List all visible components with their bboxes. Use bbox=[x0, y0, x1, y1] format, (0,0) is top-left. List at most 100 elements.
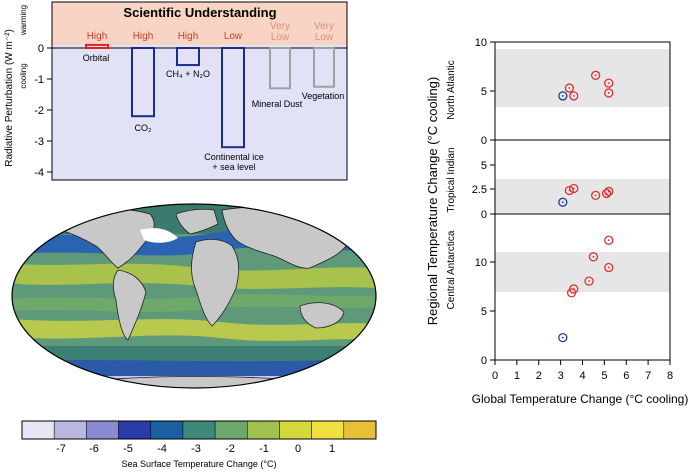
a-ytick-label: -4 bbox=[34, 167, 44, 179]
bar-5 bbox=[313, 47, 335, 88]
colorbar-frame bbox=[21, 420, 377, 440]
category-label-co2: CO₂ bbox=[135, 123, 153, 133]
colorbar-label: Sea Surface Temperature Change (°C) bbox=[121, 459, 276, 469]
category-label-orbital: Orbital bbox=[83, 53, 110, 63]
point-model-center bbox=[607, 266, 610, 269]
point-model bbox=[569, 91, 579, 101]
c-ytick-label: 10 bbox=[475, 257, 487, 269]
colorbar-swatch bbox=[214, 420, 248, 440]
colorbar-tick-label: -4 bbox=[157, 443, 167, 455]
a-ytick-label: -3 bbox=[34, 136, 44, 148]
point-model bbox=[588, 252, 599, 262]
c-xtick-label: 0 bbox=[492, 370, 498, 382]
colorbar-swatch bbox=[247, 420, 280, 440]
panel-c-y-axis: 10 5 0 5 2.5 0 10 5 0 bbox=[472, 37, 495, 367]
category-label-vegetation: Vegetation bbox=[302, 91, 345, 101]
point-reference-center bbox=[561, 336, 564, 339]
point-reference bbox=[558, 91, 568, 101]
bar-0 bbox=[85, 43, 109, 50]
land-greenland bbox=[175, 208, 219, 235]
point-model bbox=[601, 188, 612, 199]
map-content bbox=[12, 204, 376, 388]
c-xtick-label: 8 bbox=[667, 370, 673, 382]
c-xtick-label: 2 bbox=[536, 370, 542, 382]
a-ytick-label: -1 bbox=[34, 74, 44, 86]
point-model-center bbox=[607, 92, 610, 94]
understanding-label: High bbox=[178, 31, 199, 42]
colorbar-swatch bbox=[150, 420, 184, 440]
c-ytick-label: 0 bbox=[481, 209, 487, 221]
land-antarctica bbox=[59, 376, 341, 388]
point-model-center bbox=[572, 187, 575, 190]
point-model bbox=[604, 235, 614, 245]
colorbar-swatch bbox=[182, 420, 216, 440]
colorbar-tick-label: -6 bbox=[89, 443, 99, 455]
bar-3 bbox=[221, 47, 245, 149]
c-xtick-label: 5 bbox=[601, 370, 607, 382]
panel-a-y-axis: 0 -1 -2 -3 -4 bbox=[34, 43, 52, 179]
point-model-center bbox=[607, 82, 610, 85]
c-ytick-label: 5 bbox=[481, 86, 487, 98]
category-label-mineral-dust: Mineral Dust bbox=[252, 99, 303, 109]
a-ytick-label: 0 bbox=[38, 43, 44, 55]
colorbar-tick-label: -1 bbox=[259, 443, 269, 455]
c-xtick-label: 7 bbox=[645, 370, 651, 382]
colorbar-tick-label: 0 bbox=[295, 443, 301, 455]
point-model bbox=[604, 78, 614, 88]
panel-a-bars bbox=[85, 43, 335, 149]
c-ytick-label: 10 bbox=[475, 37, 487, 49]
band-tropical-indian bbox=[495, 179, 670, 214]
c-xtick-label: 1 bbox=[514, 370, 520, 382]
bar-1 bbox=[131, 47, 155, 118]
region-label-tropical-indian: Tropical Indian bbox=[446, 147, 457, 212]
panel-a-frame bbox=[51, 1, 348, 181]
warming-region bbox=[52, 2, 347, 45]
sea-ice bbox=[140, 228, 178, 243]
cooling-region bbox=[52, 45, 347, 180]
point-model bbox=[604, 186, 614, 197]
sst-band-south bbox=[12, 318, 376, 342]
region-label-central-antarctica: Central Antarctica bbox=[446, 230, 457, 309]
point-model bbox=[564, 185, 575, 196]
colorbar-swatch bbox=[53, 420, 87, 440]
colorbar-swatch bbox=[21, 420, 55, 440]
colorbar-swatch bbox=[86, 420, 119, 440]
bar-2 bbox=[176, 47, 200, 67]
point-model bbox=[604, 262, 614, 273]
understanding-label: High bbox=[133, 31, 154, 42]
land-australia bbox=[299, 302, 345, 329]
category-label-ch4-n2o: CH₄ + N₂O bbox=[166, 69, 210, 79]
band-central-antarctica bbox=[495, 252, 670, 292]
panel-c-points bbox=[558, 70, 614, 343]
point-reference bbox=[558, 332, 568, 343]
panel-c-scatter: 10 5 0 5 2.5 0 10 5 0 0 1 2 3 4 5 6 7 8 North At… bbox=[425, 37, 688, 406]
point-model-center bbox=[594, 74, 597, 77]
colorbar-tick-label: -2 bbox=[225, 443, 235, 455]
c-xtick-label: 3 bbox=[558, 370, 564, 382]
point-model bbox=[604, 88, 614, 98]
map-outline bbox=[11, 203, 377, 389]
point-reference bbox=[558, 197, 568, 207]
point-reference-center bbox=[561, 95, 564, 97]
bar-4 bbox=[269, 47, 291, 90]
point-model bbox=[584, 276, 594, 286]
c-xtick-label: 6 bbox=[623, 370, 629, 382]
point-model bbox=[569, 284, 579, 294]
a-ytick-label: -2 bbox=[34, 105, 44, 117]
understanding-label: Low bbox=[224, 31, 243, 42]
colorbar-tick-label: 1 bbox=[329, 443, 335, 455]
region-label-north-atlantic: North Atlantic bbox=[446, 60, 457, 119]
colorbar-swatch bbox=[343, 420, 377, 440]
c-ytick-label: 0 bbox=[481, 355, 487, 367]
warming-label: warming bbox=[19, 5, 28, 36]
colorbar-tick-label: -3 bbox=[191, 443, 201, 455]
point-model bbox=[590, 190, 601, 201]
point-model-center bbox=[572, 288, 575, 290]
point-model bbox=[564, 83, 575, 93]
point-model-center bbox=[607, 190, 610, 193]
panel-b-sst-map: -7 -6 -5 -4 -3 -2 -1 0 1 Sea Surface Tem… bbox=[11, 203, 377, 469]
colorbar-swatch bbox=[118, 420, 151, 440]
c-ytick-label: 2.5 bbox=[472, 184, 487, 196]
understanding-label: Very Low bbox=[270, 21, 290, 43]
